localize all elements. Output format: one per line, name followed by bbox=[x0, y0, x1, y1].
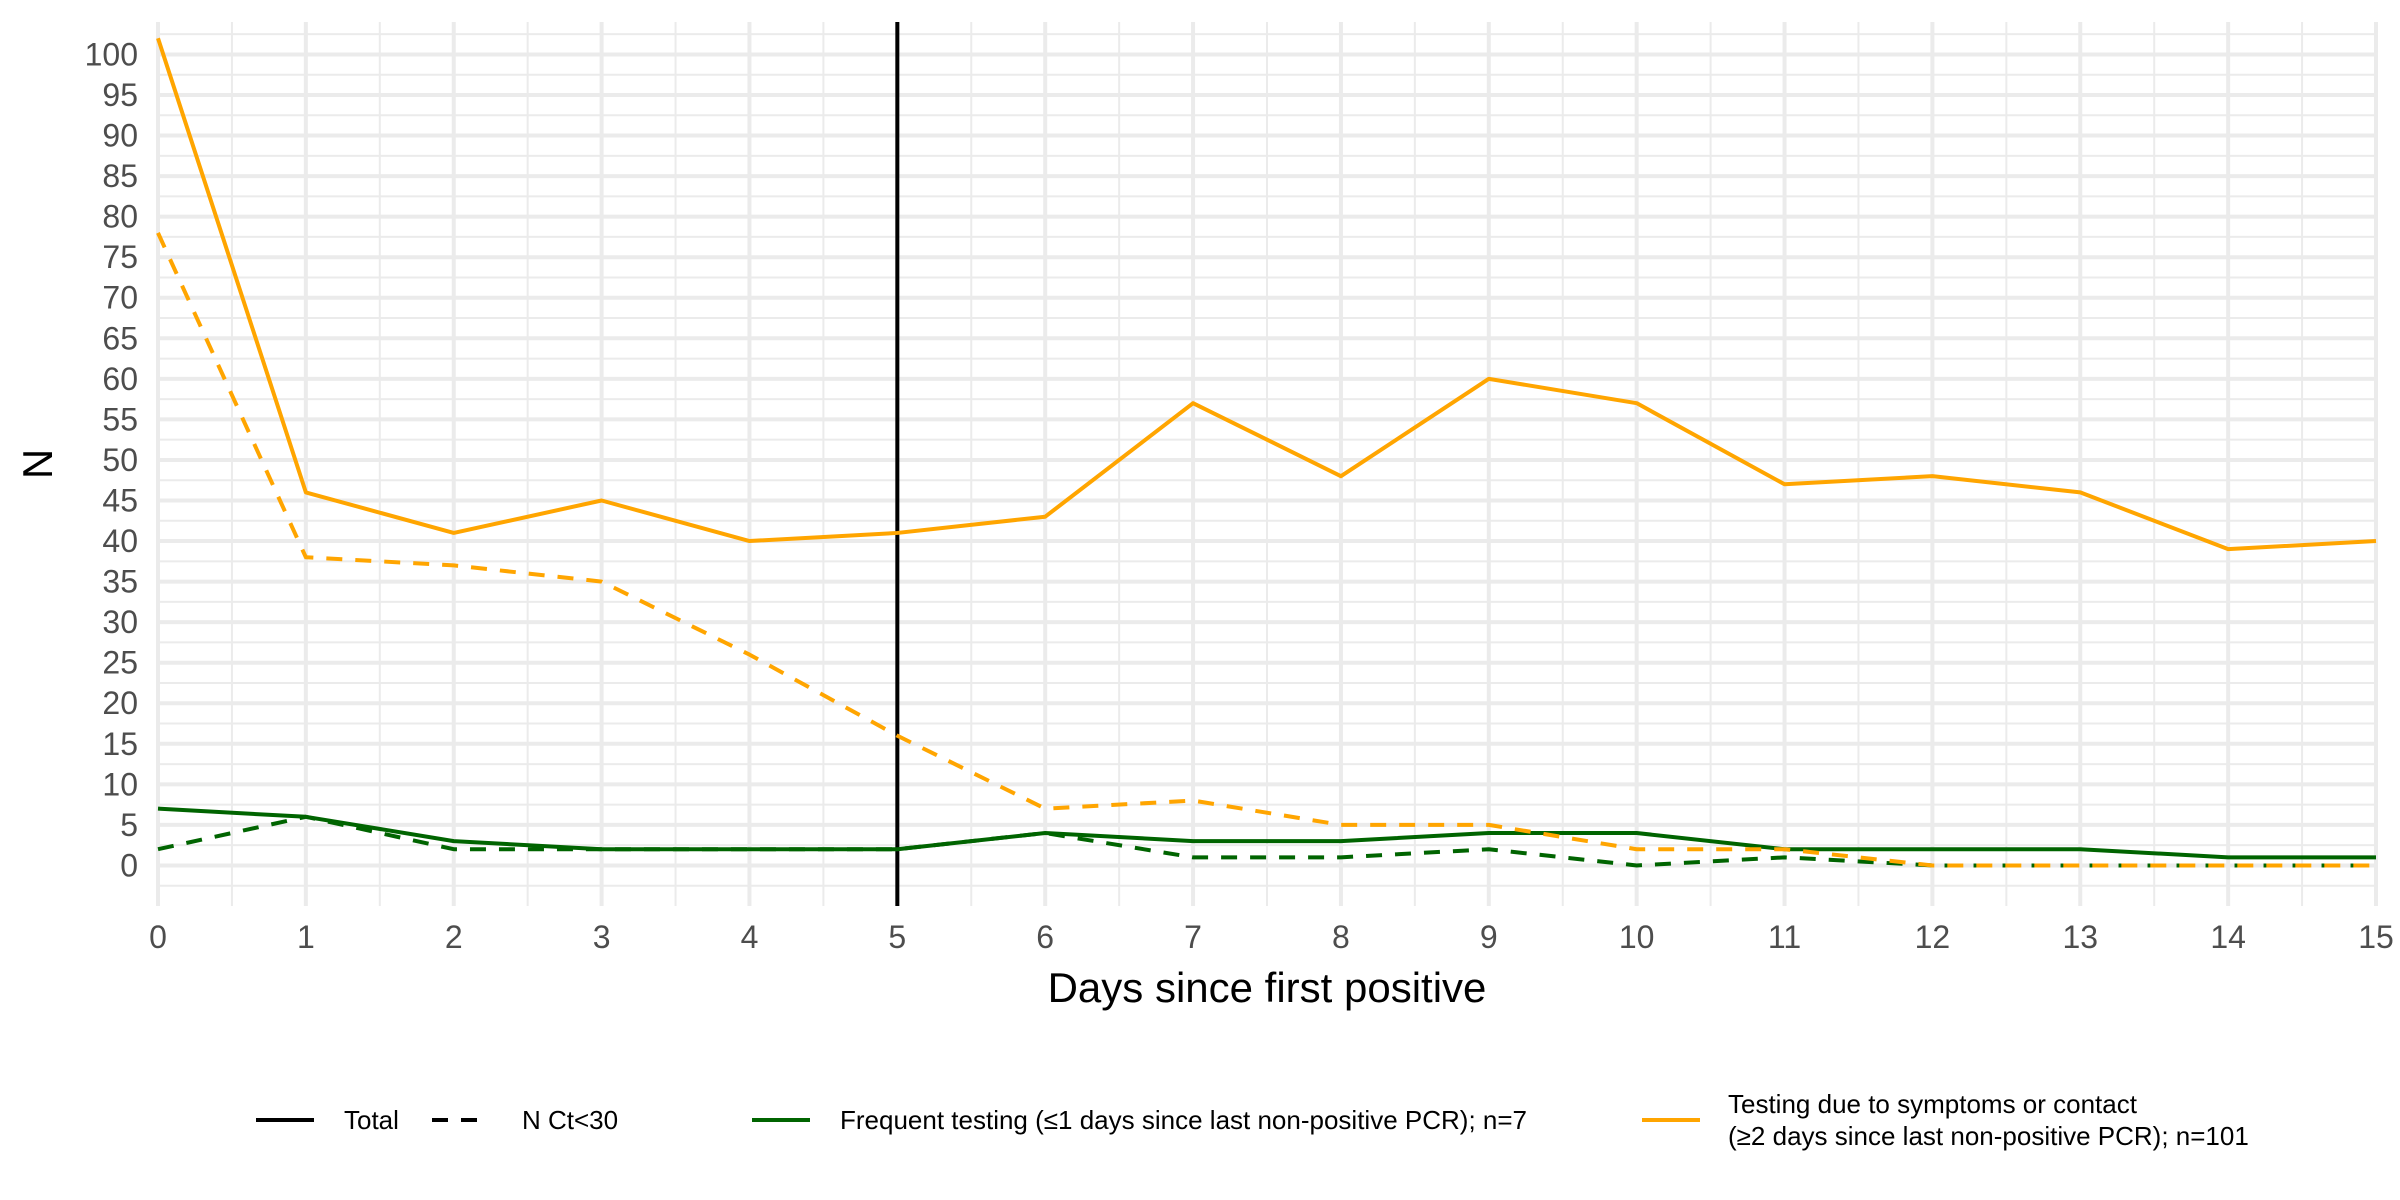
y-tick-label: 60 bbox=[102, 361, 138, 397]
x-tick-label: 10 bbox=[1619, 919, 1655, 955]
x-tick-label: 6 bbox=[1036, 919, 1054, 955]
legend: Total N Ct<30 Frequent testing (≤1 days si… bbox=[256, 1089, 2249, 1151]
major-gridlines bbox=[156, 22, 2378, 906]
legend-label-ct30: N Ct<30 bbox=[522, 1105, 618, 1135]
legend-label-symptoms-contact-line2: (≥2 days since last non-positive PCR); n… bbox=[1728, 1121, 2249, 1151]
x-tick-label: 13 bbox=[2062, 919, 2098, 955]
frequent-testing-total-line bbox=[157, 806, 2376, 860]
x-tick-label: 4 bbox=[741, 919, 759, 955]
symptoms-contact-ct30-line bbox=[156, 232, 2376, 868]
series-layer bbox=[156, 37, 2377, 868]
y-tick-label: 50 bbox=[102, 442, 138, 478]
y-tick-label: 90 bbox=[102, 118, 138, 154]
minor-gridlines bbox=[158, 22, 2376, 906]
y-axis-title: N bbox=[14, 449, 61, 479]
legend-label-symptoms-contact-line1: Testing due to symptoms or contact bbox=[1728, 1089, 2138, 1119]
x-tick-label: 14 bbox=[2210, 919, 2246, 955]
y-tick-label: 45 bbox=[102, 482, 138, 518]
x-tick-label: 3 bbox=[593, 919, 611, 955]
y-tick-label: 75 bbox=[102, 239, 138, 275]
x-tick-label: 0 bbox=[149, 919, 167, 955]
y-tick-label: 25 bbox=[102, 645, 138, 681]
y-tick-label: 65 bbox=[102, 320, 138, 356]
y-tick-label: 15 bbox=[102, 726, 138, 762]
y-tick-label: 70 bbox=[102, 280, 138, 316]
x-tick-label: 5 bbox=[888, 919, 906, 955]
x-tick-label: 7 bbox=[1184, 919, 1202, 955]
y-tick-label: 55 bbox=[102, 401, 138, 437]
x-tick-label: 12 bbox=[1915, 919, 1951, 955]
y-tick-label: 85 bbox=[102, 158, 138, 194]
legend-label-total: Total bbox=[344, 1105, 399, 1135]
x-tick-label: 2 bbox=[445, 919, 463, 955]
x-tick-label: 15 bbox=[2358, 919, 2394, 955]
y-tick-label: 30 bbox=[102, 604, 138, 640]
y-tick-label: 5 bbox=[120, 807, 138, 843]
symptoms-contact-total-line bbox=[156, 37, 2377, 552]
y-tick-label: 10 bbox=[102, 766, 138, 802]
y-tick-label: 0 bbox=[120, 847, 138, 883]
x-axis-ticks: 0 1 2 3 4 5 6 7 8 9 10 11 12 13 14 15 bbox=[149, 919, 2394, 955]
legend-label-frequent-testing: Frequent testing (≤1 days since last non… bbox=[840, 1105, 1527, 1135]
y-axis-ticks: 0 5 10 15 20 25 30 35 40 45 50 55 60 65 70 75 80 85 90 95 10… bbox=[85, 36, 138, 883]
y-tick-label: 20 bbox=[102, 685, 138, 721]
y-tick-label: 40 bbox=[102, 523, 138, 559]
x-tick-label: 9 bbox=[1480, 919, 1498, 955]
y-tick-label: 80 bbox=[102, 199, 138, 235]
x-tick-label: 11 bbox=[1768, 919, 1801, 955]
x-axis-title: Days since first positive bbox=[1048, 964, 1487, 1011]
x-tick-label: 1 bbox=[297, 919, 315, 955]
x-tick-label: 8 bbox=[1332, 919, 1350, 955]
y-tick-label: 100 bbox=[85, 36, 138, 72]
y-tick-label: 95 bbox=[102, 77, 138, 113]
y-tick-label: 35 bbox=[102, 564, 138, 600]
